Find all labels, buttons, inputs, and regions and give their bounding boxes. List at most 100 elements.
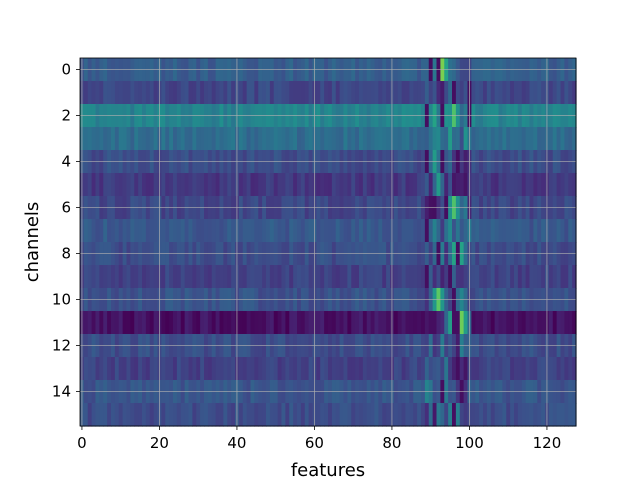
heatmap-cell [572, 127, 577, 151]
heatmap-cell [452, 357, 457, 381]
heatmap-cell [223, 357, 228, 381]
heatmap-cell [397, 403, 403, 427]
heatmap-cell [463, 265, 469, 289]
heatmap-cell [200, 403, 205, 427]
heatmap-cell [525, 403, 531, 427]
heatmap-cell [521, 311, 527, 335]
heatmap-cell [533, 265, 538, 289]
heatmap-cell [552, 265, 558, 289]
heatmap-cell [142, 311, 147, 335]
heatmap-cell [541, 311, 546, 335]
y-tick-label: 14 [52, 383, 71, 401]
heatmap-cell [374, 81, 379, 105]
heatmap-cell [262, 173, 267, 197]
heatmap-cell [514, 265, 519, 289]
heatmap-cell [572, 403, 577, 427]
heatmap-cell [335, 219, 341, 243]
heatmap-cell [502, 127, 507, 151]
heatmap-cell [308, 311, 314, 335]
heatmap-cell [320, 81, 325, 105]
heatmap-cell [180, 81, 186, 105]
heatmap-cell [556, 127, 562, 151]
x-tick-label: 80 [382, 434, 401, 452]
heatmap-cell [95, 403, 100, 427]
heatmap-cell [95, 219, 100, 243]
heatmap-cell [227, 219, 232, 243]
heatmap-cell [393, 311, 399, 335]
heatmap-cell [219, 81, 224, 105]
heatmap-cell [362, 357, 368, 381]
heatmap-cell [560, 219, 565, 243]
heatmap-cell [180, 173, 186, 197]
heatmap-cell [142, 127, 147, 151]
heatmap-cell [514, 403, 519, 427]
heatmap-cell [192, 127, 197, 151]
heatmap-cell [397, 127, 403, 151]
heatmap-cell [107, 219, 112, 243]
heatmap-cell [231, 311, 236, 335]
heatmap-cell [169, 357, 174, 381]
heatmap-cell [440, 81, 445, 105]
heatmap-cell [479, 311, 484, 335]
heatmap-cell [483, 127, 488, 151]
heatmap-cell [231, 127, 236, 151]
heatmap-cell [564, 311, 569, 335]
heatmap-cell [409, 311, 414, 335]
heatmap-cell [122, 403, 128, 427]
heatmap-cell [556, 81, 562, 105]
heatmap-cell [83, 311, 89, 335]
heatmap-cell [393, 357, 399, 381]
heatmap-cell [215, 357, 221, 381]
heatmap-cell [273, 127, 279, 151]
heatmap-cell [331, 357, 337, 381]
heatmap-cell [304, 173, 310, 197]
heatmap-cell [366, 403, 372, 427]
heatmap-cell [413, 357, 418, 381]
heatmap-cell [490, 127, 496, 151]
heatmap-cell [351, 219, 356, 243]
heatmap-cell [99, 357, 104, 381]
heatmap-cell [122, 81, 128, 105]
heatmap-cell [517, 219, 523, 243]
heatmap-cell [393, 127, 399, 151]
heatmap-cell [421, 173, 426, 197]
heatmap-cell [537, 265, 542, 289]
heatmap-cell [486, 311, 492, 335]
heatmap-cell [533, 81, 538, 105]
heatmap-cell [138, 219, 143, 243]
y-tick-label: 8 [61, 245, 71, 263]
heatmap-cell [250, 219, 255, 243]
heatmap-cell [401, 311, 407, 335]
heatmap-cell [211, 81, 217, 105]
heatmap-cell [114, 173, 120, 197]
heatmap-cell [297, 265, 302, 289]
heatmap-cell [207, 219, 213, 243]
heatmap-cell [382, 173, 387, 197]
heatmap-cell [99, 81, 104, 105]
heatmap-cell [331, 265, 337, 289]
heatmap-cell [444, 81, 449, 105]
heatmap-cell [269, 81, 275, 105]
heatmap-cell [529, 311, 534, 335]
heatmap-cell [176, 403, 182, 427]
heatmap-cell [165, 81, 170, 105]
heatmap-cell [413, 265, 418, 289]
heatmap-cell [428, 265, 434, 289]
heatmap-cell [231, 81, 236, 105]
heatmap-cell [533, 357, 538, 381]
heatmap-cell [494, 81, 500, 105]
heatmap-cell [289, 219, 294, 243]
heatmap-cell [250, 357, 255, 381]
heatmap-cell [130, 403, 135, 427]
heatmap-cell [339, 127, 345, 151]
heatmap-cell [215, 81, 221, 105]
y-tick-label: 12 [52, 337, 71, 355]
heatmap-cell [83, 357, 89, 381]
heatmap-cell [552, 219, 558, 243]
heatmap-cell [386, 127, 391, 151]
heatmap-cell [417, 219, 422, 243]
heatmap-cell [347, 127, 352, 151]
heatmap-cell [262, 265, 267, 289]
heatmap-cell [486, 81, 492, 105]
